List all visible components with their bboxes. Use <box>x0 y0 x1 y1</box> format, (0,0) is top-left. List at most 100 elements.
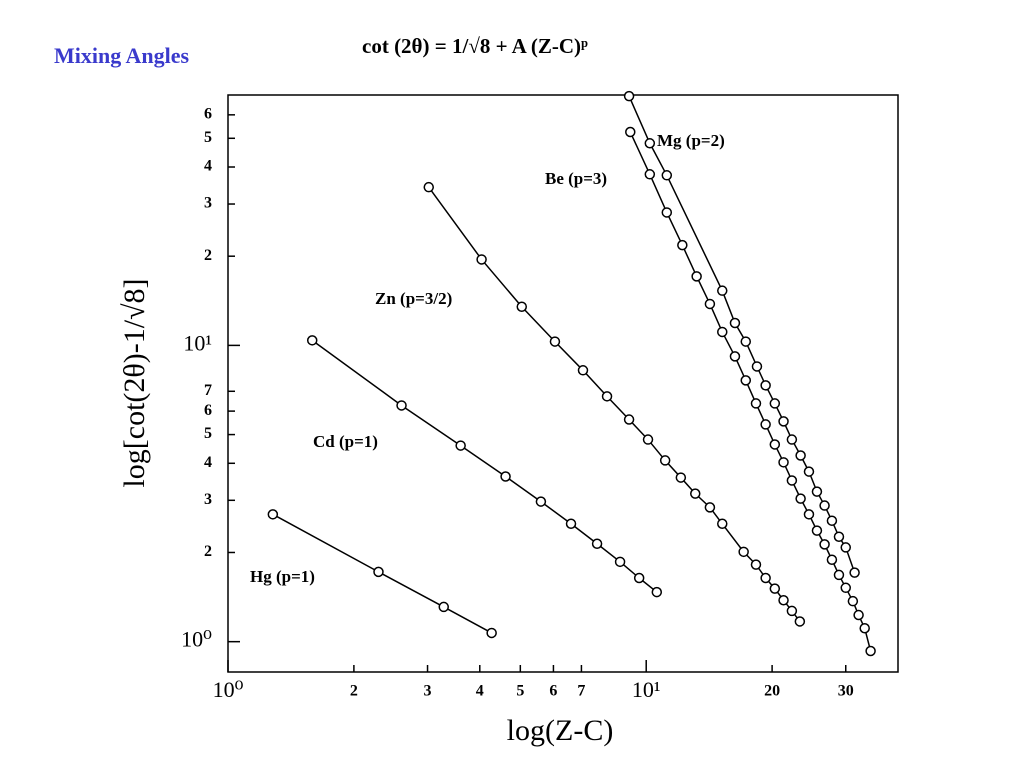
data-point <box>786 605 798 617</box>
data-point <box>516 301 528 313</box>
data-point <box>803 466 815 477</box>
y-tick-label: 2 <box>204 543 212 560</box>
data-point <box>661 170 673 181</box>
data-point <box>677 239 688 251</box>
data-point <box>644 169 656 180</box>
series-label: Cd (p=1) <box>313 432 378 451</box>
data-point <box>625 126 636 138</box>
data-point <box>601 391 613 402</box>
data-point <box>717 285 728 296</box>
x-tick-label: 6 <box>549 683 557 700</box>
y-tick-label: 4 <box>204 454 212 471</box>
x-tick-label: 10⁰ <box>213 677 244 702</box>
data-point <box>811 525 823 536</box>
series-line <box>272 513 493 634</box>
data-point <box>549 336 561 347</box>
data-point <box>623 414 635 425</box>
data-point <box>778 594 789 606</box>
data-point <box>651 586 663 598</box>
data-point <box>751 361 763 372</box>
data-point <box>786 434 798 445</box>
data-point <box>750 398 762 409</box>
data-point <box>373 566 384 578</box>
data-point <box>859 622 870 634</box>
data-point <box>740 336 752 347</box>
data-point <box>811 486 823 497</box>
data-point <box>778 416 789 427</box>
data-point <box>729 317 741 329</box>
series-label: Mg (p=2) <box>657 131 725 150</box>
series-label: Be (p=3) <box>545 169 607 188</box>
y-axis-label: log[cot(2θ)-1/√8] <box>118 278 151 487</box>
data-point <box>729 351 741 362</box>
y-tick-label: 3 <box>204 195 212 212</box>
data-point <box>769 439 781 450</box>
data-point <box>826 554 838 566</box>
data-point <box>717 518 728 530</box>
data-point <box>476 254 487 265</box>
data-point <box>591 538 603 550</box>
series-line <box>311 339 658 593</box>
x-tick-label: 7 <box>577 683 585 700</box>
data-point <box>661 207 673 218</box>
data-point <box>486 627 497 639</box>
x-tick-label: 20 <box>764 683 780 700</box>
data-point <box>500 471 511 482</box>
x-tick-label: 30 <box>838 683 854 700</box>
data-point <box>760 380 771 391</box>
x-tick-label: 3 <box>424 683 432 700</box>
data-point <box>795 493 806 504</box>
data-point <box>535 496 547 507</box>
data-point <box>750 559 762 570</box>
series-label: Hg (p=1) <box>250 567 315 586</box>
data-point <box>633 572 645 584</box>
formula: cot (2θ) = 1/√8 + A (Z-C)ᵖ <box>362 34 588 58</box>
data-point <box>675 472 687 483</box>
data-point <box>455 440 466 451</box>
data-point <box>623 90 635 102</box>
y-tick-label: 6 <box>204 402 212 419</box>
y-tick-label: 4 <box>204 158 212 175</box>
data-point <box>577 365 589 376</box>
data-point <box>833 531 845 543</box>
data-point <box>865 645 876 657</box>
data-point <box>642 434 654 445</box>
y-tick-label: 7 <box>204 382 212 399</box>
data-point <box>690 488 701 499</box>
data-point <box>691 271 702 282</box>
data-point <box>438 601 449 613</box>
data-point <box>738 546 749 558</box>
data-point <box>769 398 781 409</box>
data-point <box>704 298 716 310</box>
data-point <box>840 582 851 594</box>
data-point <box>565 518 577 530</box>
data-point <box>306 335 318 346</box>
data-point <box>704 502 716 513</box>
data-point <box>778 457 789 468</box>
series-line <box>628 95 856 573</box>
data-point <box>853 609 864 621</box>
data-point <box>803 509 815 520</box>
data-point <box>794 616 806 627</box>
data-point <box>819 539 830 550</box>
data-point <box>717 326 728 338</box>
data-point <box>267 509 279 520</box>
data-point <box>614 556 626 568</box>
x-tick-label: 2 <box>350 683 358 700</box>
data-point <box>849 567 860 578</box>
data-point <box>847 595 859 607</box>
data-point <box>840 542 851 553</box>
x-tick-label: 10¹ <box>632 677 661 702</box>
chart-title: Mixing Angles <box>54 43 190 68</box>
data-point <box>760 572 771 584</box>
y-tick-label: 5 <box>204 425 212 442</box>
data-point <box>819 500 830 511</box>
data-point <box>833 569 845 581</box>
data-point <box>423 181 434 193</box>
y-tick-label: 10¹ <box>183 330 212 355</box>
data-point <box>644 138 656 149</box>
y-tick-label: 3 <box>204 491 212 508</box>
data-point <box>760 419 771 430</box>
data-point <box>786 475 798 486</box>
